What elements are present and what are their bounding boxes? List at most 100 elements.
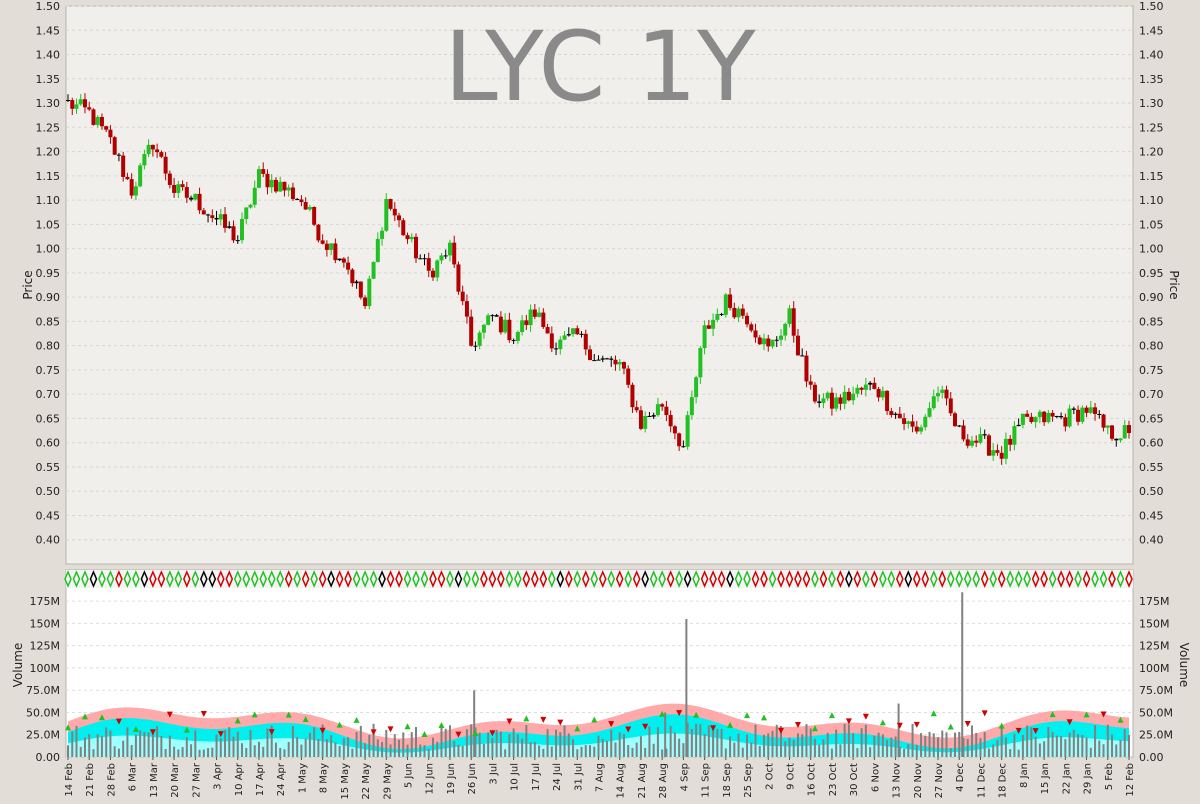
signal-diamond xyxy=(972,570,981,588)
signal-diamond xyxy=(887,570,896,588)
candle-body xyxy=(766,338,771,347)
candle-body xyxy=(698,348,703,378)
candle-body xyxy=(1042,411,1047,423)
candle-body xyxy=(350,269,355,284)
signal-diamond xyxy=(556,570,565,588)
price-axis-right: 0.40 0.45 0.50 0.55 0.60 0.65 0.70 0.75 0.80 0.85… xyxy=(1139,0,1164,547)
x-tick-label: 28 Feb xyxy=(106,763,117,797)
x-tick-label: 24 Jul xyxy=(552,763,563,791)
volume-signal-marker xyxy=(319,727,326,734)
x-tick-label: 3 Jul xyxy=(488,763,499,785)
x-tick-label: 15 May xyxy=(340,763,351,800)
candle-body xyxy=(634,407,639,411)
signal-diamond xyxy=(539,570,548,588)
price-tick-label-right: 1.30 xyxy=(1139,97,1164,110)
volume-signal-marker xyxy=(472,729,479,736)
candle-body xyxy=(384,199,389,231)
volume-tick-label-right: 175M xyxy=(1139,595,1170,608)
candle-body xyxy=(745,315,750,325)
volume-signal-marker xyxy=(608,721,615,728)
candle-body xyxy=(223,214,228,228)
x-tick-label: 3 Apr xyxy=(213,762,224,790)
price-tick-label-right: 0.55 xyxy=(1139,461,1164,474)
volume-signal-marker xyxy=(387,726,394,733)
x-tick-label: 28 Aug xyxy=(658,763,669,798)
signal-diamond xyxy=(658,570,666,588)
signal-diamond xyxy=(301,570,310,588)
candle-body xyxy=(401,220,406,236)
candle-body xyxy=(914,426,919,432)
signal-diamond xyxy=(649,570,658,588)
candle-body xyxy=(1029,416,1034,422)
candle-body xyxy=(609,358,614,360)
candle-body xyxy=(910,421,915,427)
volume-signal-marker xyxy=(353,716,360,723)
price-tick-label-right: 0.85 xyxy=(1139,315,1164,328)
volume-signal-marker xyxy=(540,716,547,723)
signal-diamond xyxy=(963,570,972,588)
x-tick-label: 18 Dec xyxy=(998,763,1009,798)
candle-body xyxy=(541,312,546,328)
volume-signal-marker xyxy=(879,719,886,726)
candles xyxy=(66,93,1131,465)
candle-body xyxy=(770,339,775,347)
x-tick-label: 21 Feb xyxy=(85,763,96,797)
signal-diamond xyxy=(446,570,454,588)
candle-body xyxy=(757,337,762,345)
candle-body xyxy=(329,243,334,250)
signal-diamond xyxy=(802,570,811,588)
x-tick-label: 13 Mar xyxy=(149,762,160,798)
candle-body xyxy=(273,179,278,192)
signal-diamond xyxy=(760,570,768,588)
price-tick-label-left: 1.35 xyxy=(36,73,61,86)
candle-body xyxy=(367,278,372,307)
candle-body xyxy=(248,204,253,208)
volume-signal-marker xyxy=(777,727,784,734)
volume-signal-marker xyxy=(761,714,768,721)
x-tick-label: 14 Aug xyxy=(616,763,627,798)
candle-body xyxy=(481,324,486,333)
x-tick-label: 4 Dec xyxy=(955,763,966,792)
signal-diamond xyxy=(132,570,140,588)
candle-body xyxy=(723,294,728,315)
candle-body xyxy=(295,199,300,201)
signal-diamond xyxy=(819,570,828,588)
candle-body xyxy=(974,440,979,443)
candle-body xyxy=(740,308,745,316)
signal-diamond xyxy=(751,570,760,588)
price-tick-label-left: 1.40 xyxy=(36,49,61,62)
x-tick-label: 20 Mar xyxy=(170,762,181,798)
candle-body xyxy=(944,389,949,399)
signal-diamond xyxy=(862,570,870,588)
volume-signal-marker xyxy=(794,721,801,728)
price-tick-label-left: 0.75 xyxy=(36,364,61,377)
candle-body xyxy=(227,226,232,228)
candle-body xyxy=(193,193,198,200)
candle-body xyxy=(685,415,690,447)
candle-body xyxy=(660,404,665,407)
candle-body xyxy=(99,116,104,127)
candle-body xyxy=(371,261,376,279)
candle-body xyxy=(715,314,720,320)
signal-diamond xyxy=(463,570,471,588)
volume-axis-left: 0.00 25.0M 50.0M 75.0M 100M 125M 150M 175M xyxy=(26,595,60,764)
signal-diamond xyxy=(980,570,989,588)
candle-body xyxy=(889,411,894,415)
candle-body xyxy=(503,319,508,333)
signal-diamond xyxy=(564,570,573,588)
candle-body xyxy=(1046,412,1051,423)
signal-diamond xyxy=(955,570,964,588)
volume-signal-marker xyxy=(455,731,462,738)
candle-body xyxy=(473,345,478,347)
volume-tick-label-left: 75.0M xyxy=(26,684,60,697)
signal-diamond xyxy=(420,570,429,588)
candle-body xyxy=(172,184,177,193)
signal-diamond xyxy=(590,570,599,588)
candle-body xyxy=(1012,426,1017,445)
candle-body xyxy=(460,291,465,302)
signal-diamond xyxy=(1057,570,1065,588)
candle-body xyxy=(677,433,682,447)
candle-body xyxy=(184,187,189,198)
signal-diamond xyxy=(717,570,726,588)
volume-signal-marker xyxy=(523,715,530,722)
